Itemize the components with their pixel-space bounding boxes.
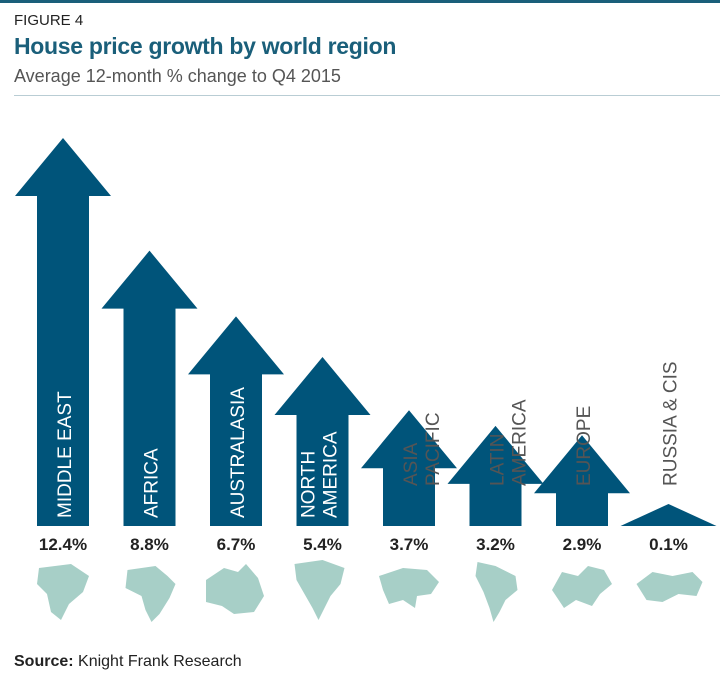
value-label: 3.7%: [390, 535, 429, 554]
russia-cis-map-icon: [636, 572, 703, 602]
category-label-line: AUSTRALASIA: [228, 387, 249, 518]
category-label: EUROPE: [574, 406, 595, 486]
category-label: LATINAMERICA: [488, 399, 531, 486]
category-label: MIDDLE EAST: [55, 391, 76, 518]
category-label-line: PACIFIC: [423, 412, 444, 486]
category-label: ASIAPACIFIC: [401, 412, 444, 486]
chart-subtitle: Average 12-month % change to Q4 2015: [14, 66, 341, 86]
category-label: RUSSIA & CIS: [661, 361, 682, 486]
europe-map-icon: [552, 566, 612, 608]
arrow-bar: [534, 435, 630, 526]
category-label-line: AMERICA: [510, 399, 531, 486]
category-label-line: NORTH: [299, 451, 320, 518]
category-label-line: RUSSIA & CIS: [661, 361, 682, 486]
north-america-map-icon: [294, 560, 345, 620]
arrow-bar-chart: MIDDLE EAST 12.4% AFRICA 8.8% AUSTRALASIA 6.7…: [15, 138, 717, 622]
value-label: 12.4%: [39, 535, 87, 554]
arrow-bar: [620, 504, 717, 526]
source-note: Source: Knight Frank Research: [14, 653, 242, 671]
arrow-bar: [274, 357, 371, 526]
category-label: AFRICA: [142, 448, 163, 518]
arrow-bar: [447, 425, 544, 526]
value-label: 8.8%: [130, 535, 169, 554]
source-text: Knight Frank Research: [78, 653, 242, 670]
category-label-line: EUROPE: [574, 406, 595, 486]
category-label-line: ASIA: [401, 442, 422, 486]
latin-america-map-icon: [475, 562, 518, 622]
category-label-line: AMERICA: [321, 431, 342, 518]
value-label: 6.7%: [217, 535, 256, 554]
source-prefix: Source:: [14, 653, 74, 670]
top-rule: [0, 0, 720, 3]
arrow-bar: [188, 316, 284, 526]
value-label: 0.1%: [649, 535, 688, 554]
category-label: AUSTRALASIA: [228, 387, 249, 518]
category-label-line: LATIN: [488, 434, 509, 486]
middle-east-map-icon: [37, 564, 89, 620]
australasia-map-icon: [206, 564, 264, 614]
value-label: 5.4%: [303, 535, 342, 554]
africa-map-icon: [125, 566, 176, 622]
category-label-line: MIDDLE EAST: [55, 391, 76, 518]
figure-label: FIGURE 4: [14, 12, 84, 29]
asia-pacific-map-icon: [379, 568, 439, 608]
arrow-bar: [15, 138, 111, 526]
chart-title: House price growth by world region: [14, 33, 397, 59]
arrow-bar: [101, 250, 198, 527]
title-rule: [14, 95, 720, 96]
value-label: 2.9%: [563, 535, 602, 554]
arrow-bar: [361, 410, 457, 526]
category-label-line: AFRICA: [142, 448, 163, 518]
value-label: 3.2%: [476, 535, 515, 554]
category-label: NORTHAMERICA: [299, 431, 342, 518]
